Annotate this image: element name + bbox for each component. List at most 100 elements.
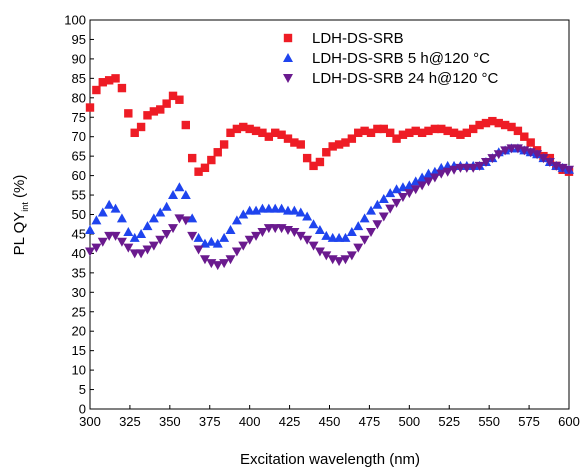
data-point [500, 120, 510, 130]
y-tick-label: 65 [72, 149, 86, 164]
data-point [258, 128, 267, 138]
data-point [488, 116, 497, 126]
data-point [385, 128, 395, 138]
data-point [346, 227, 357, 237]
data-point [206, 236, 217, 246]
x-axis-title: Excitation wavelength (nm) [240, 451, 420, 468]
data-point [162, 99, 171, 108]
data-point [424, 126, 433, 136]
data-point [308, 241, 319, 251]
legend-entry: LDH-DS-SRB 5 h@120 °C [283, 50, 490, 67]
data-point [302, 211, 313, 221]
data-point [346, 251, 357, 261]
data-point [290, 138, 299, 147]
x-tick-label: 475 [359, 414, 381, 429]
data-point [104, 199, 115, 209]
y-tick-label: 0 [79, 402, 86, 417]
legend-entry: LDH-DS-SRB 24 h@120 °C [283, 70, 498, 87]
data-point [493, 150, 504, 160]
data-point [366, 228, 377, 238]
data-point [91, 243, 102, 253]
data-point [373, 124, 382, 134]
data-point [372, 220, 383, 230]
data-point [309, 161, 318, 171]
data-point [359, 235, 370, 245]
data-point [322, 148, 331, 157]
data-point [392, 134, 401, 143]
x-tick-label: 325 [119, 414, 141, 429]
data-point [123, 243, 134, 253]
y-tick-label: 25 [72, 304, 86, 319]
data-point [520, 132, 529, 141]
legend-label: LDH-DS-SRB 24 h@120 °C [312, 70, 498, 87]
x-tick-label: 500 [398, 414, 420, 429]
data-point [148, 241, 159, 251]
data-point [187, 213, 198, 223]
legend-entry: LDH-DS-SRB [283, 30, 404, 47]
y-tick-label: 55 [72, 188, 86, 203]
data-point [475, 120, 484, 130]
legend: LDH-DS-SRB LDH-DS-SRB 5 h@120 °C LDH-DS-SR… [283, 30, 498, 87]
data-point [244, 235, 255, 245]
data-point [276, 203, 287, 213]
data-point [91, 215, 102, 225]
data-point [442, 167, 453, 177]
axis-ticks: 300 325 350 375 400 425 450 475 500 525 550 575 6000… [64, 13, 580, 430]
y-tick-label: 50 [72, 207, 86, 222]
data-point [161, 229, 172, 239]
data-point [155, 235, 166, 245]
data-point [193, 232, 204, 242]
data-point [443, 126, 452, 136]
data-point [116, 213, 127, 223]
series-2 [85, 143, 574, 248]
data-point [111, 74, 120, 83]
data-point [538, 154, 549, 164]
y-tick-label: 15 [72, 343, 86, 358]
data-point [117, 83, 127, 93]
data-point [296, 140, 305, 149]
data-point [385, 204, 396, 214]
data-point [429, 173, 440, 183]
data-point [270, 224, 281, 234]
data-point [410, 185, 421, 195]
y-tick-label: 90 [72, 51, 86, 66]
y-tick-label: 95 [72, 32, 86, 47]
y-axis-title: PL QYint (%) [11, 175, 30, 256]
data-point [461, 163, 472, 173]
data-point [481, 118, 491, 128]
data-point [212, 261, 223, 271]
y-tick-label: 80 [72, 90, 86, 105]
legend-marker [283, 74, 293, 83]
data-point [175, 95, 184, 104]
data-point [226, 128, 235, 138]
data-point [85, 247, 95, 257]
data-point [354, 128, 363, 138]
series-1 [85, 74, 574, 176]
data-point [314, 225, 325, 235]
data-point [104, 231, 115, 241]
data-point [251, 231, 262, 241]
data-point [85, 103, 95, 112]
data-point [187, 153, 197, 163]
data-point [180, 216, 191, 226]
y-axis-title-main: PL QY [11, 212, 28, 256]
data-point [282, 205, 293, 215]
data-point [334, 232, 345, 242]
data-point [404, 189, 415, 199]
y-tick-label: 60 [72, 168, 86, 183]
data-point [474, 161, 485, 171]
data-point [124, 109, 133, 118]
data-point [385, 188, 396, 198]
data-point [270, 203, 281, 213]
data-point [449, 165, 460, 175]
data-point [456, 130, 465, 139]
data-point [200, 163, 210, 173]
data-point [398, 130, 408, 139]
data-point [129, 232, 140, 242]
data-point [449, 128, 459, 138]
data-point [295, 231, 306, 241]
data-point [314, 247, 325, 257]
y-tick-label: 20 [72, 324, 86, 339]
data-point [85, 225, 95, 235]
